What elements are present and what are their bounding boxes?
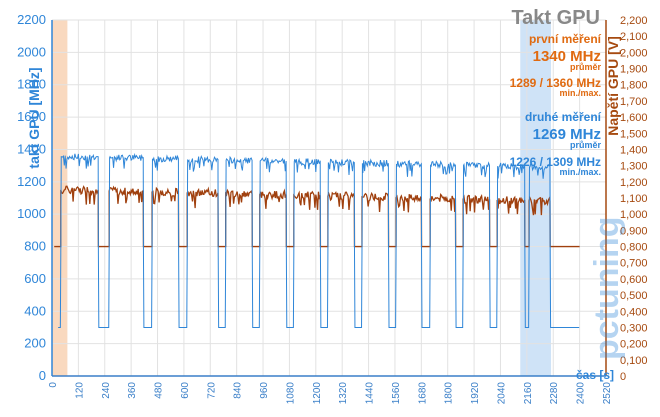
- x-tick-label-8: 960: [259, 382, 270, 399]
- second-measurement-legend: druhé měření 1269 MHz průměr 1226 / 1309…: [510, 110, 602, 177]
- y2-tick-label-3: 0,300: [620, 322, 648, 334]
- y-tick-label-7: 1400: [17, 141, 46, 156]
- x-tick-label-15: 1800: [444, 382, 455, 405]
- x-tick-label-20: 2400: [576, 382, 587, 405]
- y2-tick-label-9: 0,900: [620, 225, 648, 237]
- y2-tick-label-22: 2,200: [620, 15, 648, 27]
- clock-series-line: [58, 152, 580, 328]
- second-heading: druhé měření: [525, 110, 602, 124]
- x-tick-label-0: 0: [48, 382, 59, 388]
- y2-tick-label-4: 0,400: [620, 306, 648, 318]
- x-axis-title: čas [s]: [576, 368, 614, 382]
- x-tick-label-9: 1080: [285, 382, 296, 405]
- y2-tick-label-2: 0,200: [620, 339, 648, 351]
- second-minmax-label: min./max.: [559, 167, 601, 177]
- x-tick-label-21: 2520: [602, 382, 613, 405]
- pctuning-watermark: pctuning: [588, 216, 626, 360]
- highlight-region-0: [52, 20, 68, 376]
- x-tick-label-3: 360: [127, 382, 138, 399]
- x-tick-label-4: 480: [154, 382, 165, 399]
- x-tick-label-10: 1200: [312, 382, 323, 405]
- first-avg: 1340 MHz: [533, 48, 601, 65]
- y2-tick-label-8: 0,800: [620, 242, 648, 254]
- y-tick-label-10: 2000: [17, 44, 46, 59]
- x-tick-label-7: 840: [233, 382, 244, 399]
- y-tick-label-2: 400: [24, 303, 46, 318]
- x-tick-label-2: 240: [101, 382, 112, 399]
- first-measurement-legend: první měření 1340 MHz průměr 1289 / 1360…: [510, 32, 602, 98]
- y2-tick-label-12: 1,200: [620, 177, 648, 189]
- x-tick-label-12: 1440: [365, 382, 376, 405]
- y2-tick-label-10: 1,000: [620, 209, 648, 221]
- y2-tick-label-0: 0: [620, 371, 626, 383]
- y-tick-label-3: 600: [24, 271, 46, 286]
- second-avg-label: průměr: [570, 140, 602, 150]
- y-tick-label-5: 1000: [17, 206, 46, 221]
- y-tick-label-11: 2200: [17, 12, 46, 27]
- y2-tick-label-15: 1,500: [620, 128, 648, 140]
- y2-tick-label-20: 2,000: [620, 47, 648, 59]
- y2-tick-label-16: 1,600: [620, 112, 648, 124]
- first-minmax-label: min./max.: [559, 88, 601, 98]
- x-tick-label-16: 1920: [470, 382, 481, 405]
- y2-tick-label-18: 1,800: [620, 80, 648, 92]
- y2-tick-label-1: 0,100: [620, 355, 648, 367]
- x-tick-label-17: 2040: [496, 382, 507, 405]
- second-minmax: 1226 / 1309 MHz: [510, 155, 601, 169]
- y-tick-label-4: 800: [24, 239, 46, 254]
- y2-tick-label-19: 1,900: [620, 64, 648, 76]
- x-tick-label-19: 2280: [549, 382, 560, 405]
- y-tick-label-8: 1600: [17, 109, 46, 124]
- x-tick-label-11: 1320: [338, 382, 349, 405]
- x-tick-label-6: 720: [206, 382, 217, 399]
- first-heading: první měření: [529, 32, 602, 46]
- x-tick-label-1: 120: [74, 382, 85, 399]
- y2-tick-label-11: 1,100: [620, 193, 648, 205]
- y2-tick-label-6: 0,600: [620, 274, 648, 286]
- y2-tick-label-17: 1,700: [620, 96, 648, 108]
- second-avg: 1269 MHz: [533, 126, 601, 143]
- y2-tick-label-7: 0,700: [620, 258, 648, 270]
- y-tick-label-1: 200: [24, 336, 46, 351]
- y-tick-label-6: 1200: [17, 174, 46, 189]
- y2-tick-label-13: 1,300: [620, 161, 648, 173]
- first-avg-label: průměr: [570, 62, 602, 72]
- y2-tick-label-14: 1,400: [620, 144, 648, 156]
- y-axis-title: takt GPU [MHz]: [26, 67, 42, 168]
- first-minmax: 1289 / 1360 MHz: [510, 76, 601, 90]
- y2-tick-label-21: 2,100: [620, 31, 648, 43]
- chart-series: [54, 152, 580, 328]
- y2-tick-label-5: 0,500: [620, 290, 648, 302]
- y2-axis-title: Napětí GPU [V]: [605, 36, 621, 136]
- x-tick-label-5: 600: [180, 382, 191, 399]
- x-tick-label-14: 1680: [417, 382, 428, 405]
- x-tick-label-13: 1560: [391, 382, 402, 405]
- y-tick-label-0: 0: [39, 368, 46, 383]
- voltage-series-line: [54, 185, 580, 248]
- chart-axes: 0200400600800100012001400160018002000220…: [17, 12, 647, 404]
- x-tick-label-18: 2160: [523, 382, 534, 405]
- y-tick-label-9: 1800: [17, 77, 46, 92]
- chart-title: Takt GPU: [511, 7, 600, 29]
